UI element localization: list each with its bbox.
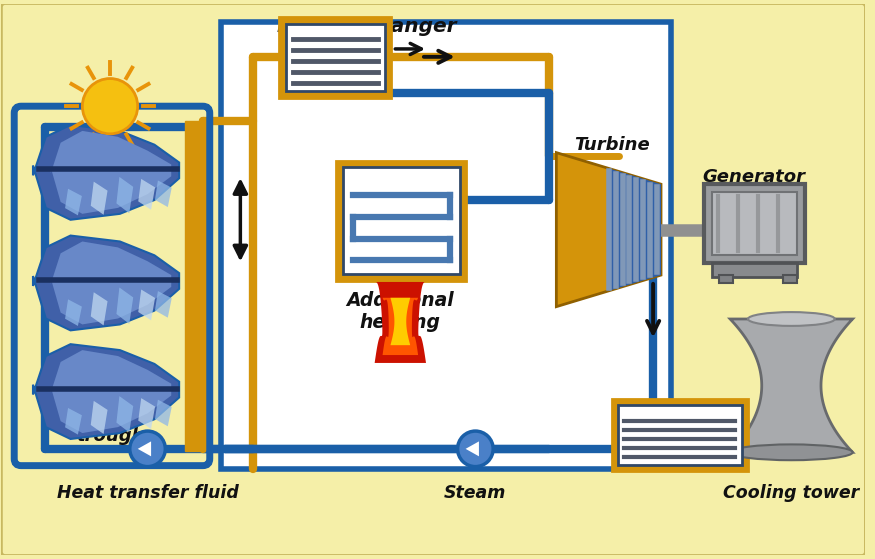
Polygon shape: [138, 290, 155, 320]
FancyBboxPatch shape: [336, 160, 466, 281]
Polygon shape: [155, 181, 172, 207]
Ellipse shape: [730, 444, 852, 460]
Polygon shape: [33, 125, 179, 220]
Polygon shape: [138, 179, 155, 210]
Polygon shape: [138, 398, 155, 429]
Polygon shape: [116, 177, 133, 214]
Polygon shape: [33, 344, 179, 439]
FancyBboxPatch shape: [712, 192, 797, 255]
Polygon shape: [91, 401, 108, 434]
Polygon shape: [51, 131, 172, 214]
FancyBboxPatch shape: [185, 121, 203, 451]
Circle shape: [82, 79, 137, 134]
FancyBboxPatch shape: [343, 168, 459, 274]
Polygon shape: [65, 300, 82, 326]
Polygon shape: [390, 298, 410, 345]
Polygon shape: [155, 400, 172, 427]
FancyBboxPatch shape: [783, 275, 797, 283]
Text: Steam: Steam: [444, 485, 507, 503]
Polygon shape: [116, 396, 133, 433]
FancyBboxPatch shape: [279, 17, 391, 98]
FancyBboxPatch shape: [712, 263, 797, 277]
Polygon shape: [116, 287, 133, 324]
Polygon shape: [382, 298, 418, 355]
Text: Heat transfer fluid: Heat transfer fluid: [57, 485, 239, 503]
Polygon shape: [65, 408, 82, 434]
FancyBboxPatch shape: [286, 24, 384, 91]
Polygon shape: [466, 442, 479, 456]
Circle shape: [458, 431, 493, 467]
Text: Cooling tower: Cooling tower: [724, 485, 859, 503]
Text: Turbine: Turbine: [574, 136, 650, 154]
Text: Parabolic
trough: Parabolic trough: [63, 406, 157, 445]
Polygon shape: [51, 350, 172, 433]
FancyBboxPatch shape: [618, 405, 742, 465]
FancyBboxPatch shape: [612, 400, 748, 471]
FancyBboxPatch shape: [2, 3, 865, 556]
Polygon shape: [91, 292, 108, 325]
Text: Heat exchanger: Heat exchanger: [277, 17, 457, 36]
Text: Additional
heating: Additional heating: [346, 291, 454, 332]
Text: Generator: Generator: [703, 168, 805, 186]
Polygon shape: [374, 282, 426, 363]
Polygon shape: [137, 442, 151, 456]
FancyBboxPatch shape: [719, 275, 733, 283]
FancyBboxPatch shape: [220, 22, 671, 468]
FancyBboxPatch shape: [704, 184, 805, 263]
Polygon shape: [91, 182, 108, 215]
Polygon shape: [730, 319, 852, 452]
Polygon shape: [609, 168, 661, 291]
Polygon shape: [33, 235, 179, 330]
Polygon shape: [65, 189, 82, 215]
Circle shape: [130, 431, 165, 467]
Ellipse shape: [748, 312, 835, 326]
Polygon shape: [51, 241, 172, 324]
Polygon shape: [155, 291, 172, 318]
Polygon shape: [556, 153, 661, 307]
